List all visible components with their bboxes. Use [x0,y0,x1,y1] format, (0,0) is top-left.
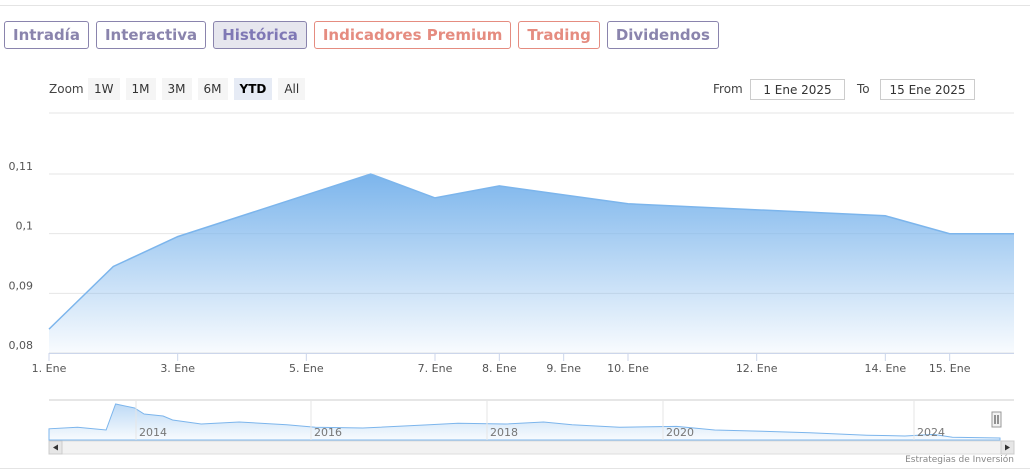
zoom-label: Zoom [49,82,84,96]
zoom-button-3m[interactable]: 3M [161,78,192,100]
navigator-year-label-0: 2014 [139,426,167,439]
y-tick-label-2: 0,1 [16,220,34,233]
scrollbar-track[interactable] [48,440,1015,455]
x-axis: 1. Ene 3. Ene 5. Ene 7. Ene 8. Ene 9. Ene 10. … [32,353,1014,375]
to-date-input[interactable]: 15 Ene 2025 [880,79,975,100]
zoom-button-ytd[interactable]: YTD [233,78,273,100]
zoom-button-all[interactable]: All [278,78,306,100]
navigator-year-label-2: 2018 [490,426,518,439]
tab-5[interactable]: Dividendos [606,21,719,49]
y-tick-label-1: 0,09 [9,279,34,292]
series-area [49,174,1014,353]
x-tick-label-7: 12. Ene [736,362,778,375]
scroll-left-arrow-icon [53,444,58,451]
zoom-button-6m[interactable]: 6M [197,78,228,100]
tab-4[interactable]: Trading [518,21,600,49]
x-tick-label-5: 9. Ene [546,362,581,375]
from-label: From [713,82,743,96]
top-divider [0,5,1030,6]
x-tick-label-6: 10. Ene [607,362,649,375]
tab-3[interactable]: Indicadores Premium [313,21,512,49]
navigator-year-label-4: 2024 [917,426,945,439]
chart-type-tabs: Intradía Interactiva Histórica Indicadores … [4,21,719,49]
bottom-divider [0,468,1030,469]
plot-area [48,173,1015,353]
navigator-handle[interactable] [991,411,1002,428]
x-tick-label-4: 8. Ene [482,362,517,375]
from-date-input[interactable]: 1 Ene 2025 [750,79,845,100]
x-tick-label-0: 1. Ene [32,362,67,375]
x-tick-label-2: 5. Ene [289,362,324,375]
y-axis: 0,08 0,09 0,1 0,11 [9,160,34,352]
navigator-year-label-3: 2020 [666,426,694,439]
x-tick-label-3: 7. Ene [418,362,453,375]
zoom-button-1w[interactable]: 1W [88,78,120,100]
navigator-year-label-1: 2016 [314,426,342,439]
credits-label: Estrategias de Inversión [905,455,1014,465]
y-tick-label-0: 0,08 [9,339,34,352]
zoom-buttons: 1W 1M 3M 6M YTD All [88,78,306,100]
x-tick-label-9: 15. Ene [929,362,971,375]
tab-2[interactable]: Histórica [213,21,307,49]
navigator-series [48,403,1001,441]
to-label: To [857,82,870,96]
x-tick-label-1: 3. Ene [160,362,195,375]
tab-0[interactable]: Intradía [4,21,89,49]
scroll-right-arrow-icon [1005,444,1010,451]
series-line [48,173,1014,330]
x-tick-label-8: 14. Ene [864,362,906,375]
tab-1[interactable]: Interactiva [95,21,207,49]
y-tick-label-3: 0,11 [9,160,34,173]
navigator[interactable]: 2014 2016 2018 2020 2024 [48,399,1015,455]
zoom-button-1m[interactable]: 1M [125,78,156,100]
